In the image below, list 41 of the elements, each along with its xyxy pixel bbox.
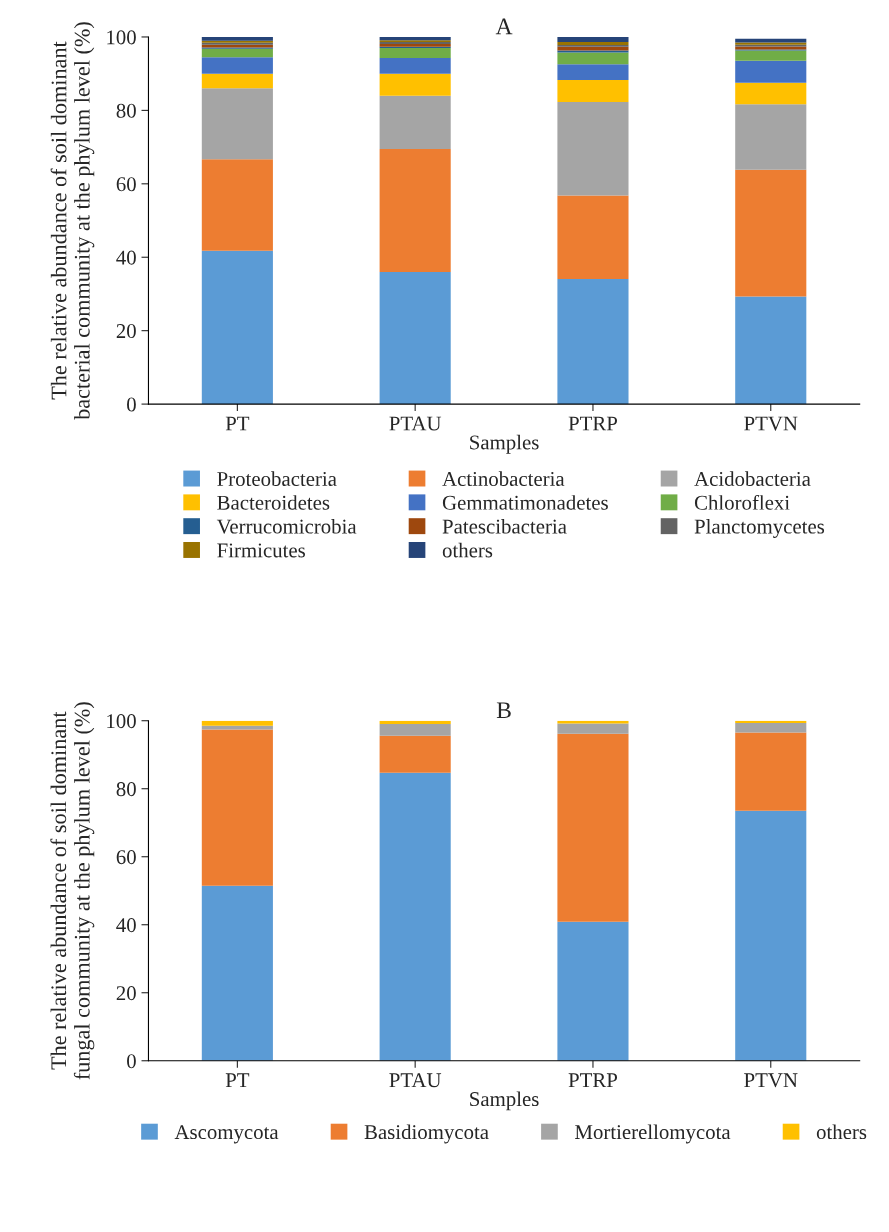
- y-axis-title: The relative abundance of soil dominant fungal community at the phylum level (%): [50, 702, 95, 1080]
- legend-label: Chloroflexi: [694, 494, 790, 510]
- y-axis-title: The relative abundance of soil dominant bacterial community at the phylum level (%): [50, 22, 95, 420]
- y-tick-label: 80: [116, 782, 136, 797]
- y-tick-label: 40: [116, 250, 136, 265]
- x-tick-label: PTAU: [389, 416, 442, 431]
- chart-title: A: [495, 18, 513, 35]
- y-tick-label: 20: [116, 986, 136, 1001]
- y-tick-label: 60: [116, 850, 136, 865]
- legend-label: Firmicutes: [217, 543, 305, 558]
- legend-label: Basidiomycota: [364, 1124, 489, 1144]
- x-tick-label: PTRP: [568, 416, 618, 431]
- x-tick-label: PTAU: [389, 1073, 442, 1088]
- legend-label: Gemmatimonadetes: [442, 495, 608, 510]
- legend-label: Verrucomicrobia: [216, 518, 357, 534]
- x-tick-label: PTRP: [568, 1073, 618, 1088]
- y-tick-label: 100: [107, 30, 136, 45]
- x-axis-title: Samples: [470, 1091, 539, 1111]
- legend-label: others: [816, 1124, 867, 1140]
- legend-label: Actinobacteria: [442, 471, 565, 486]
- y-tick-label: 40: [116, 918, 136, 933]
- y-tick-label: 100: [107, 714, 136, 729]
- x-tick-label: PT: [225, 416, 250, 431]
- legend-label: Acidobacteria: [694, 471, 811, 486]
- x-axis-title: Samples: [470, 434, 539, 454]
- legend-label: Patescibacteria: [442, 518, 567, 534]
- legend-label: Mortierellomycota: [575, 1124, 731, 1144]
- legend-label: Proteobacteria: [217, 471, 337, 486]
- y-tick-label: 0: [127, 1054, 136, 1069]
- x-tick-label: PT: [225, 1073, 250, 1088]
- y-tick-label: 20: [116, 324, 136, 339]
- y-tick-label: 80: [116, 103, 136, 118]
- x-tick-label: PTVN: [744, 1073, 798, 1088]
- legend-label: Bacteroidetes: [217, 495, 330, 510]
- legend-label: Planctomycetes: [694, 518, 825, 538]
- x-tick-label: PTVN: [744, 416, 798, 431]
- legend-label: Ascomycota: [174, 1125, 279, 1144]
- legend-label: others: [442, 542, 493, 558]
- y-tick-label: 60: [116, 177, 136, 192]
- chart-title: B: [496, 702, 511, 719]
- y-tick-label: 0: [127, 397, 136, 412]
